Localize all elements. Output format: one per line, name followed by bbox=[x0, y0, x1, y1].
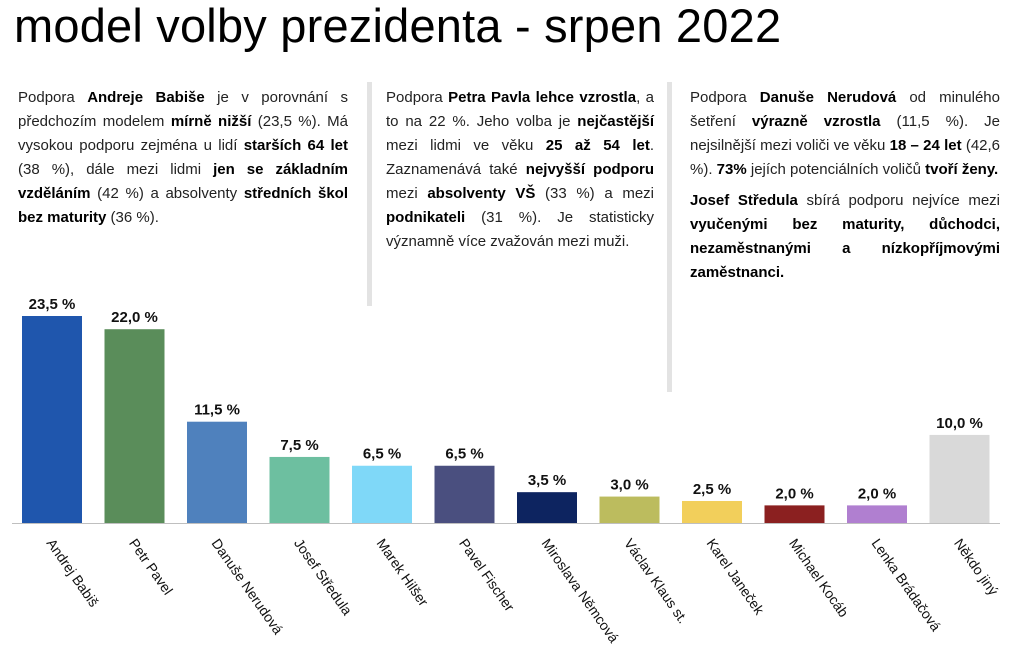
bar-4 bbox=[352, 465, 412, 523]
paragraph: Podpora Petra Pavla lehce vzrostla, a to… bbox=[386, 86, 654, 254]
bold-text: Petra Pavla lehce vzrostla bbox=[448, 89, 637, 106]
bold-text: Danuše Nerudová bbox=[759, 89, 897, 106]
bar-0 bbox=[22, 316, 82, 523]
text-segment: od minulého šetření bbox=[690, 89, 1000, 130]
text-column-nerudova-stredula: Podpora Danuše Nerudová od minulého šetř… bbox=[690, 86, 1000, 285]
data-label: 2,0 % bbox=[858, 485, 896, 502]
text-segment: , a to na 22 %. Jeho volba je bbox=[386, 89, 654, 130]
text-segment: (33 %) a mezi bbox=[535, 185, 654, 202]
bold-text: 25 až 54 let bbox=[545, 137, 650, 154]
text-segment: (38 %), dále mezi lidmi bbox=[18, 161, 214, 178]
text-segment: Podpora bbox=[386, 89, 449, 106]
data-label: 11,5 % bbox=[194, 402, 240, 419]
category-label: Václav Klaus st. bbox=[621, 536, 691, 627]
text-segment: . Zaznamenává také bbox=[386, 137, 655, 178]
category-label: Karel Janeček bbox=[704, 536, 769, 619]
text-segment: (42 %) a absolventy bbox=[90, 185, 244, 202]
category-label: Michael Kocáb bbox=[786, 536, 852, 621]
data-label: 22,0 % bbox=[111, 309, 158, 326]
page-title: model volby prezidenta - srpen 2022 bbox=[14, 0, 782, 52]
bar-6 bbox=[517, 492, 577, 523]
paragraph: Podpora Andreje Babiše je v porovnání s … bbox=[18, 86, 348, 230]
bold-text: středních škol bez maturity bbox=[18, 185, 349, 226]
bold-text: vyučenými bez maturity, důchodci, nezamě… bbox=[690, 216, 1000, 281]
bar-3 bbox=[269, 456, 330, 523]
bold-text: starších 64 let bbox=[243, 137, 348, 154]
text-segment: Podpora bbox=[18, 89, 88, 106]
bold-text: absolventy VŠ bbox=[427, 185, 536, 202]
bar-7 bbox=[599, 496, 660, 523]
text-segment: (31 %). Je statisticky významně více zva… bbox=[386, 209, 654, 250]
bold-text: jen se základním vzděláním bbox=[18, 161, 348, 202]
paragraph: Podpora Danuše Nerudová od minulého šetř… bbox=[690, 86, 1000, 182]
bar-10 bbox=[847, 505, 907, 523]
data-label: 3,5 % bbox=[528, 472, 566, 489]
data-label: 2,0 % bbox=[775, 485, 813, 502]
bold-text: nejvyšší podporu bbox=[525, 161, 654, 178]
data-label: 6,5 % bbox=[445, 446, 483, 463]
category-label: Lenka Brádačová bbox=[869, 536, 945, 635]
text-column-pavel: Podpora Petra Pavla lehce vzrostla, a to… bbox=[386, 86, 654, 254]
bold-text: Josef Středula bbox=[690, 192, 798, 209]
bar-2 bbox=[187, 421, 247, 523]
data-label: 7,5 % bbox=[280, 437, 318, 454]
bold-text: 18 – 24 let bbox=[889, 137, 962, 154]
data-label: 2,5 % bbox=[693, 481, 731, 498]
text-segment: mezi bbox=[386, 185, 428, 202]
text-segment: (23,5 %). Má vysokou podporu zejména u l… bbox=[18, 113, 349, 154]
category-label: Pavel Fischer bbox=[456, 536, 518, 615]
category-label: Někdo jiný bbox=[951, 536, 1002, 599]
text-segment: Podpora bbox=[690, 89, 760, 106]
column-divider bbox=[667, 82, 672, 392]
text-column-babis: Podpora Andreje Babiše je v porovnání s … bbox=[18, 86, 348, 230]
category-label: Josef Středula bbox=[291, 536, 356, 619]
category-label: Danuše Nerudová bbox=[209, 536, 287, 638]
text-segment: sbírá podporu nejvíce mezi bbox=[797, 192, 1000, 209]
bar-11 bbox=[929, 434, 990, 523]
text-segment: (36 %). bbox=[106, 209, 159, 226]
bold-text: nejčastější bbox=[577, 113, 654, 130]
bold-text: 73% bbox=[716, 161, 747, 178]
data-label: 6,5 % bbox=[363, 446, 401, 463]
bar-8 bbox=[682, 500, 742, 523]
data-label: 3,0 % bbox=[610, 477, 648, 494]
bold-text: mírně nižší bbox=[170, 113, 252, 130]
bar-5 bbox=[434, 465, 495, 523]
bold-text: výrazně vzrostla bbox=[751, 113, 881, 130]
bold-text: podnikateli bbox=[386, 209, 466, 226]
category-label: Petr Pavel bbox=[126, 536, 176, 598]
column-divider bbox=[367, 82, 372, 306]
bar-1 bbox=[104, 329, 165, 523]
data-label: 23,5 % bbox=[29, 296, 76, 313]
bar-9 bbox=[764, 505, 825, 523]
category-label: Marek Hilšer bbox=[374, 536, 432, 610]
bold-text: tvoří ženy. bbox=[925, 161, 999, 178]
category-label: Miroslava Němcová bbox=[539, 536, 623, 646]
text-segment: (42,6 %). bbox=[690, 137, 1001, 178]
bold-text: Andreje Babiše bbox=[87, 89, 205, 106]
data-label: 10,0 % bbox=[936, 415, 983, 432]
paragraph: Josef Středula sbírá podporu nejvíce mez… bbox=[690, 189, 1000, 285]
text-segment: mezi lidmi ve věku bbox=[386, 137, 546, 154]
category-label: Andrej Babiš bbox=[44, 536, 103, 610]
text-segment: (11,5 %). Je nejsilnější mezi voliči ve … bbox=[690, 113, 1000, 154]
text-segment: jejích potenciálních voličů bbox=[746, 161, 926, 178]
text-segment: je v porovnání s předchozím modelem bbox=[18, 89, 348, 130]
